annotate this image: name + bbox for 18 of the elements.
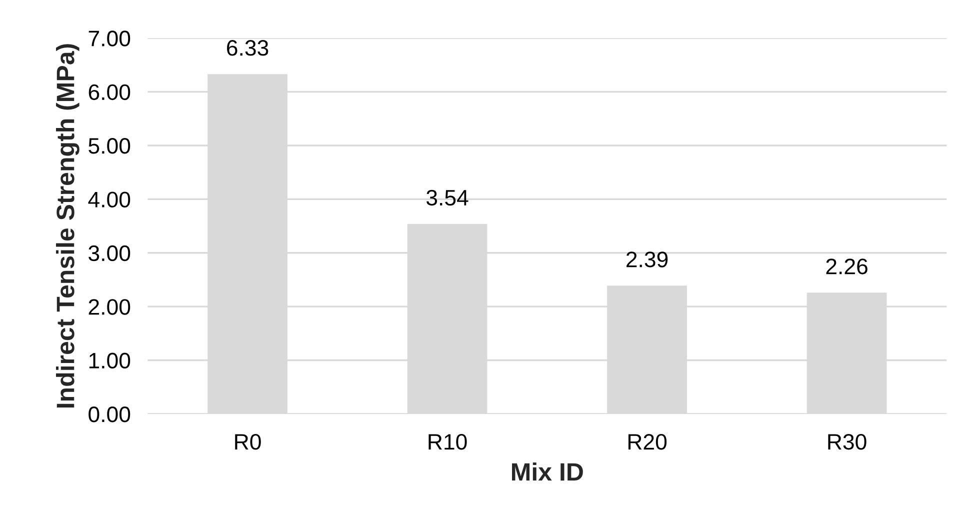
x-tick-label: R20 <box>628 434 667 450</box>
y-tick-label: 7.00 <box>88 30 130 46</box>
x-tick-label: R30 <box>828 434 866 450</box>
y-tick-label: 4.00 <box>88 192 130 208</box>
data-label: 3.54 <box>426 190 468 206</box>
data-label: 2.39 <box>626 252 668 268</box>
y-tick-label: 5.00 <box>88 138 130 154</box>
y-tick-label: 3.00 <box>88 245 130 262</box>
y-tick-label: 2.00 <box>88 299 130 315</box>
data-label: 6.33 <box>227 40 268 56</box>
x-tick-label: R0 <box>235 434 261 450</box>
x-axis-title: Mix ID <box>512 462 583 481</box>
y-tick-label: 1.00 <box>89 352 130 369</box>
data-label: 2.26 <box>826 258 868 274</box>
y-tick-label: 0.00 <box>88 406 130 422</box>
x-tick-label: R10 <box>428 434 467 450</box>
y-axis-title: Indirect Tensile Strength (MPa) <box>56 44 80 408</box>
y-tick-label: 6.00 <box>88 84 130 100</box>
